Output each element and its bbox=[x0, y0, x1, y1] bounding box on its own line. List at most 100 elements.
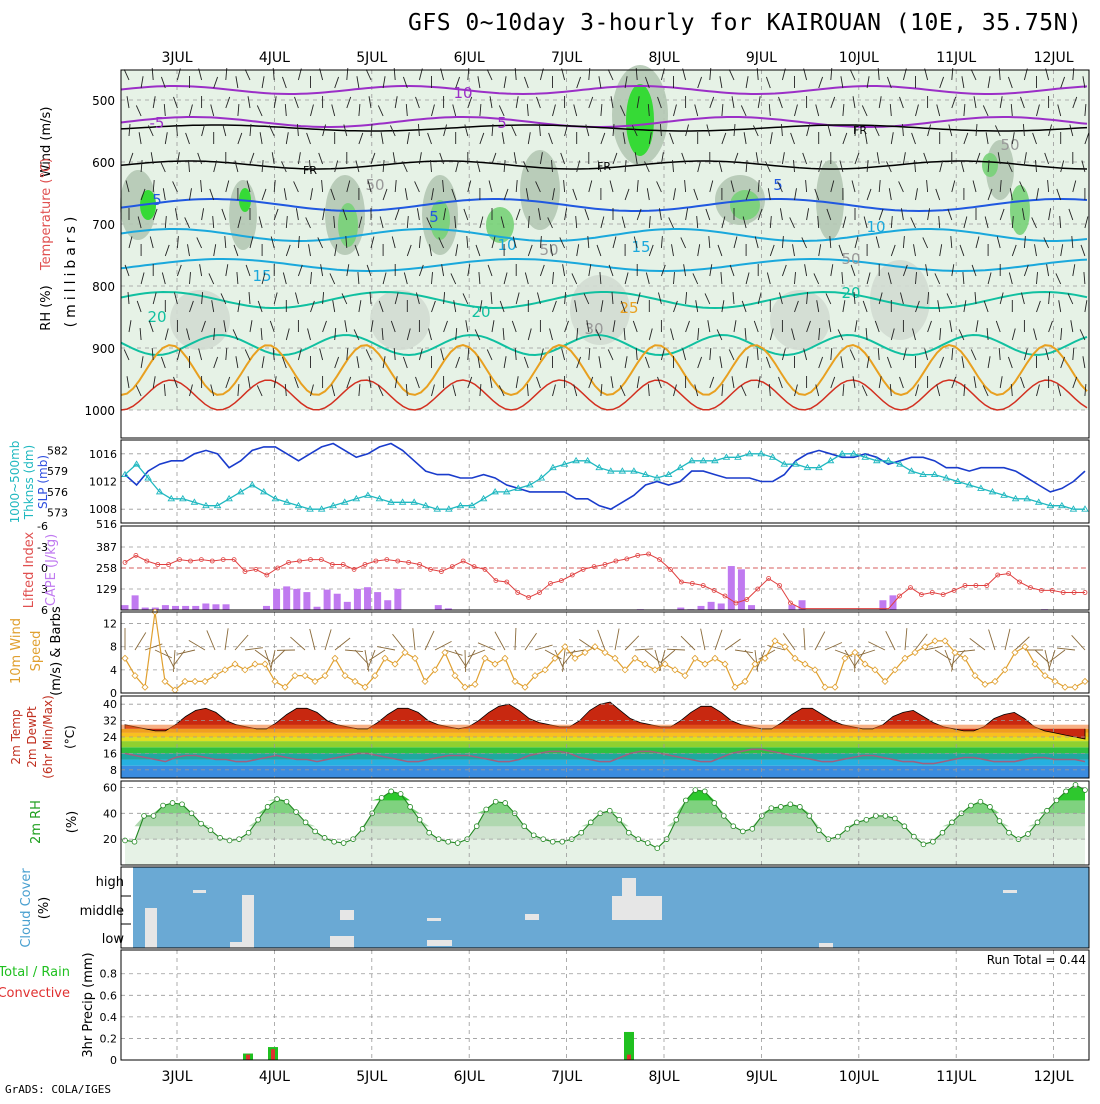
cape-bar bbox=[344, 602, 351, 610]
rh-point bbox=[902, 824, 907, 829]
temp-color-band bbox=[121, 729, 1089, 733]
cloud-cover-block bbox=[819, 943, 833, 948]
cape-bar bbox=[273, 589, 280, 610]
wind-label-1: 10m Wind bbox=[9, 618, 24, 684]
rh-point bbox=[560, 839, 565, 844]
temp-label-3: (6hr Min/Max) bbox=[41, 695, 55, 779]
rh-tick-label: 20 bbox=[103, 833, 117, 846]
temp-tick-label: 8 bbox=[110, 764, 117, 777]
wind-tick-label: 8 bbox=[110, 641, 117, 654]
cloud-cover-block bbox=[145, 908, 157, 948]
precip-convective-bar bbox=[627, 1055, 631, 1060]
cape-tick-label: 258 bbox=[96, 562, 117, 575]
rh-point bbox=[389, 789, 394, 794]
thickness-label-2: Thknss (dm) bbox=[22, 445, 36, 520]
rh-point bbox=[873, 813, 878, 818]
contour-label: 5 bbox=[497, 114, 507, 132]
rh-point bbox=[170, 801, 175, 806]
rh-point bbox=[655, 846, 660, 851]
slp-tick-label: 1012 bbox=[89, 476, 117, 489]
cape-bar bbox=[192, 606, 199, 610]
upper-air-panel: 500600700800900100010-55FRFRFR5551010151… bbox=[84, 65, 1089, 438]
cape-bar bbox=[698, 606, 705, 610]
rh-labels: 2m RH (%) bbox=[29, 800, 80, 844]
rh-point bbox=[132, 839, 137, 844]
contour-label: 5 bbox=[773, 176, 783, 194]
cape-bar bbox=[890, 595, 897, 610]
temp-tick-label: 16 bbox=[103, 747, 117, 760]
cloud-labels: Cloud Cover (%) high middle low bbox=[19, 868, 124, 948]
day-label-bottom: 8JUL bbox=[648, 1069, 679, 1085]
rh-point bbox=[759, 813, 764, 818]
rh-point bbox=[721, 813, 726, 818]
lifted-index-label: Lifted Index bbox=[22, 531, 37, 608]
precip-convective-bar bbox=[271, 1049, 275, 1060]
rh-point bbox=[398, 792, 403, 797]
contour-label: 50 bbox=[1000, 136, 1019, 154]
temp-color-band bbox=[121, 760, 1089, 766]
slp-low-label: 516 bbox=[96, 518, 117, 531]
li-tick-label: -6 bbox=[37, 520, 48, 533]
thickness-tick-label: 579 bbox=[47, 465, 68, 478]
rh-point bbox=[408, 804, 413, 809]
rh-point bbox=[1083, 788, 1088, 793]
temp-label-1: 2m Temp bbox=[9, 709, 23, 764]
rh-unit: (%) bbox=[65, 811, 80, 834]
rh-point bbox=[788, 802, 793, 807]
precip-label-3: 3hr Precip (mm) bbox=[81, 952, 96, 1057]
day-label-bottom: 6JUL bbox=[454, 1069, 485, 1085]
upper-label-temp: Temperature (°C) bbox=[39, 158, 54, 271]
day-label-bottom: 7JUL bbox=[551, 1069, 582, 1085]
rh-point bbox=[645, 841, 650, 846]
upper-labels: Wind (m/s) Temperature (°C) RH (%) (mill… bbox=[39, 107, 79, 331]
humidity-region bbox=[170, 290, 230, 350]
precip-background bbox=[121, 950, 1089, 1060]
slp-tick-label: 1008 bbox=[89, 503, 117, 516]
rh-point bbox=[750, 826, 755, 831]
rh-point bbox=[845, 826, 850, 831]
rh-point bbox=[588, 820, 593, 825]
rh-point bbox=[455, 841, 460, 846]
rh-point bbox=[797, 804, 802, 809]
cape-bar bbox=[182, 606, 189, 610]
cloud-label: Cloud Cover bbox=[19, 868, 34, 948]
mb-tick-label: 600 bbox=[92, 156, 115, 170]
slp-labels: 1000~500mb Thknss (dm) SLP (mb) bbox=[8, 441, 50, 524]
wind-tick-label: 12 bbox=[103, 618, 117, 631]
mb-tick-label: 900 bbox=[92, 342, 115, 356]
humidity-region bbox=[626, 84, 654, 156]
temp-color-band bbox=[121, 741, 1089, 747]
contour-label: 5 bbox=[429, 208, 439, 226]
rh-point bbox=[712, 801, 717, 806]
humidity-region bbox=[816, 160, 844, 240]
cloud-panel bbox=[121, 867, 1089, 948]
humidity-region bbox=[370, 290, 430, 350]
cloud-background bbox=[133, 867, 1089, 948]
thickness-tick-label: 576 bbox=[47, 486, 68, 499]
cape-bar bbox=[394, 589, 401, 610]
humidity-region bbox=[1010, 185, 1030, 235]
contour-label: 15 bbox=[631, 238, 650, 256]
upper-label-rh: RH (%) bbox=[39, 285, 54, 330]
cape-bar bbox=[384, 600, 391, 610]
rh-point bbox=[275, 797, 280, 802]
rh-point bbox=[683, 798, 688, 803]
day-label-top: 11JUL bbox=[936, 50, 976, 66]
cloud-cover-block bbox=[427, 940, 452, 946]
mb-tick-label: 500 bbox=[92, 94, 115, 108]
humidity-region bbox=[338, 203, 358, 247]
cape-bar bbox=[212, 604, 219, 610]
rh-tick-label: 40 bbox=[103, 807, 117, 820]
cloud-unit: (%) bbox=[37, 897, 52, 920]
rh-point bbox=[379, 795, 384, 800]
day-label-top: 7JUL bbox=[551, 50, 582, 66]
rh-point bbox=[541, 837, 546, 842]
rh-point bbox=[883, 813, 888, 818]
contour-label: 5 bbox=[152, 191, 162, 209]
rh-point bbox=[617, 817, 622, 822]
cape-bar bbox=[718, 603, 725, 610]
rh-point bbox=[1045, 808, 1050, 813]
rh-point bbox=[1007, 830, 1012, 835]
wind-barb bbox=[465, 650, 466, 672]
